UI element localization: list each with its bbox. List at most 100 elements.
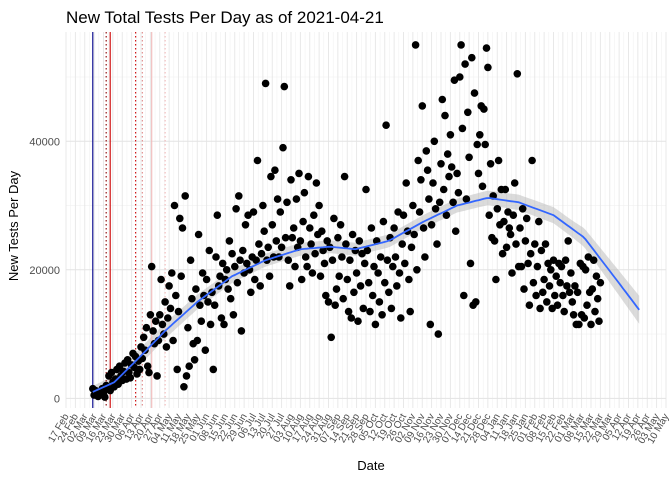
data-point (239, 246, 247, 255)
data-point (506, 230, 515, 239)
data-point (260, 227, 269, 235)
data-point (297, 275, 306, 284)
data-point (540, 275, 548, 284)
data-point (332, 285, 341, 293)
data-point (410, 230, 419, 239)
data-point (498, 249, 507, 258)
data-point (446, 131, 455, 139)
data-point (375, 298, 384, 306)
data-point (188, 294, 196, 303)
data-point (522, 214, 531, 223)
data-point (292, 195, 301, 203)
data-point (573, 288, 582, 297)
data-point (395, 269, 404, 277)
data-point (415, 208, 424, 216)
data-point (177, 272, 185, 281)
data-point (434, 330, 443, 338)
data-point (243, 259, 251, 268)
data-point (468, 53, 476, 62)
data-point (560, 307, 568, 316)
data-point (382, 121, 390, 129)
data-point (299, 217, 307, 226)
data-point (346, 256, 354, 265)
data-point (539, 288, 547, 297)
data-point (323, 237, 332, 245)
data-point (222, 266, 231, 274)
data-point (387, 304, 396, 313)
data-point (301, 253, 310, 261)
data-point (327, 333, 336, 342)
data-point (139, 333, 148, 342)
data-point (284, 256, 293, 265)
data-point (336, 221, 345, 229)
data-point (197, 317, 206, 326)
data-point (272, 237, 281, 245)
data-point (532, 291, 540, 300)
data-point (368, 291, 377, 300)
data-point (537, 246, 546, 255)
data-point (226, 294, 235, 303)
data-point (407, 243, 416, 252)
data-point (101, 393, 109, 401)
data-point (135, 365, 144, 374)
data-point (457, 41, 465, 49)
data-point (563, 282, 571, 290)
data-point (414, 156, 423, 165)
data-point (476, 131, 484, 139)
data-point (256, 282, 265, 290)
data-point (257, 249, 266, 258)
data-point (164, 314, 172, 322)
data-point (381, 278, 389, 287)
data-point (343, 275, 352, 284)
data-point (458, 124, 467, 133)
data-point (360, 259, 369, 268)
data-point (276, 208, 285, 216)
data-point (588, 285, 597, 293)
data-point (196, 301, 204, 310)
data-point (123, 356, 132, 364)
data-point (521, 237, 530, 245)
data-point (592, 272, 601, 281)
data-point (174, 307, 183, 316)
data-point (273, 195, 282, 203)
data-point (501, 185, 510, 194)
data-point (449, 198, 457, 207)
data-point (367, 224, 376, 232)
chart-title: New Total Tests Per Day as of 2021-04-21 (66, 8, 384, 27)
data-point (426, 320, 435, 329)
data-point (253, 156, 262, 165)
data-point (194, 230, 203, 239)
data-point (427, 221, 436, 229)
y-tick-label: 20000 (29, 265, 60, 277)
data-point (359, 304, 368, 313)
data-point (247, 288, 255, 297)
data-point (271, 166, 279, 174)
data-point (569, 311, 578, 319)
data-point (508, 269, 516, 277)
data-point (168, 269, 176, 277)
data-point (482, 44, 491, 52)
data-point (141, 346, 149, 355)
data-point (461, 60, 469, 68)
data-point (484, 63, 492, 72)
data-point (319, 246, 327, 255)
data-point (324, 298, 333, 306)
data-point (228, 249, 236, 258)
data-point (190, 356, 199, 364)
data-point (146, 311, 155, 319)
data-point (295, 169, 303, 178)
data-point (406, 307, 415, 316)
data-point (264, 243, 273, 252)
data-point (423, 166, 432, 174)
data-point (160, 330, 168, 338)
data-point (439, 185, 448, 194)
data-point (347, 314, 356, 322)
data-point (218, 259, 227, 268)
data-point (472, 298, 480, 306)
data-point (568, 298, 577, 306)
data-point (354, 317, 362, 326)
data-point (474, 169, 483, 178)
data-point (526, 249, 535, 258)
data-point (304, 172, 313, 181)
